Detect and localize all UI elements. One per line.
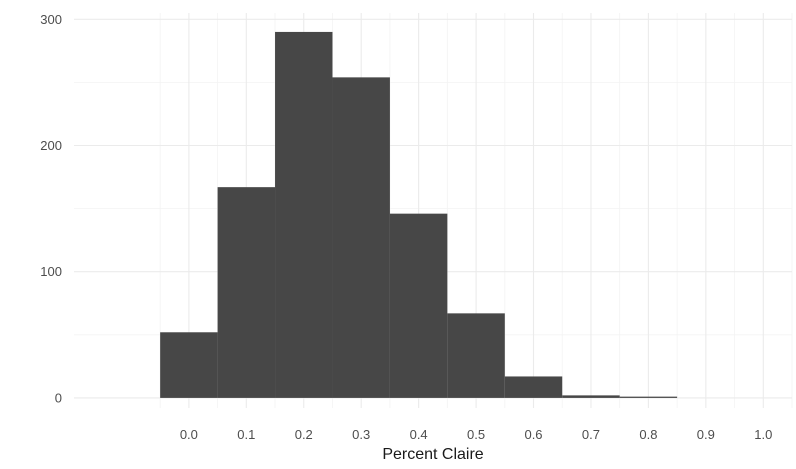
histogram-bars (160, 31, 678, 398)
histogram-bar (332, 77, 390, 398)
y-tick-label: 0 (55, 390, 62, 405)
histogram-bar (619, 396, 678, 398)
x-tick-label: 0.8 (639, 427, 657, 442)
y-tick-label: 200 (40, 138, 62, 153)
x-tick-label: 0.9 (697, 427, 715, 442)
x-tick-label: 0.3 (352, 427, 370, 442)
histogram-bar (504, 376, 563, 398)
x-tick-label: 0.2 (295, 427, 313, 442)
y-tick-label: 300 (40, 12, 62, 27)
x-tick-label: 0.1 (237, 427, 255, 442)
x-tick-label: 1.0 (754, 427, 772, 442)
x-axis-title: Percent Claire (382, 446, 483, 463)
x-axis-tick-labels: 0.0 0.1 0.2 0.3 0.4 0.5 0.6 0.7 0.8 0.9 1.0 (180, 427, 772, 442)
histogram-bar (389, 213, 448, 398)
x-tick-label: 0.6 (524, 427, 542, 442)
histogram-bar (160, 332, 218, 398)
x-tick-label: 0.4 (410, 427, 428, 442)
histogram-bar (562, 395, 620, 398)
y-tick-label: 100 (40, 264, 62, 279)
x-tick-label: 0.0 (180, 427, 198, 442)
histogram-bar (217, 187, 276, 398)
histogram-bar (275, 31, 333, 398)
x-tick-label: 0.5 (467, 427, 485, 442)
y-axis-tick-labels: 0 100 200 300 (40, 12, 62, 406)
x-tick-label: 0.7 (582, 427, 600, 442)
histogram-bar (447, 313, 505, 398)
